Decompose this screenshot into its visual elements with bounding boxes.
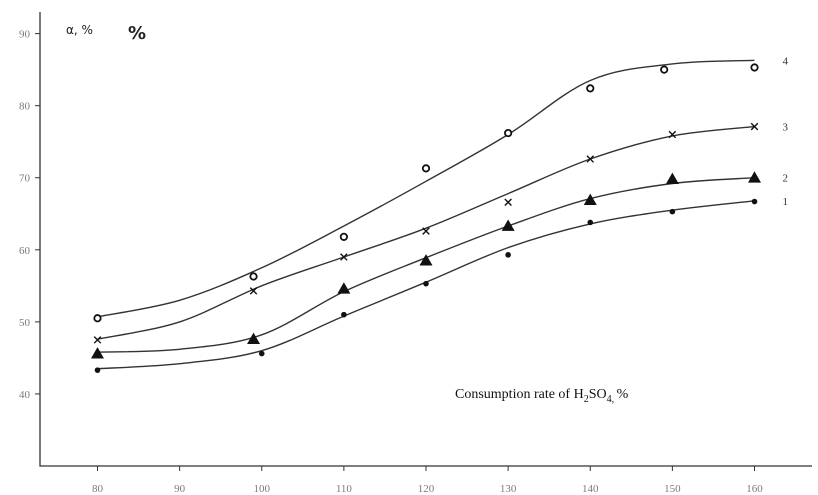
data-point-circle — [660, 65, 669, 74]
data-point-cross — [422, 227, 430, 235]
chart-markers — [90, 63, 762, 373]
x-tick-label: 90 — [174, 483, 186, 495]
series-label-3: 3 — [783, 122, 789, 134]
axis-lines — [39, 12, 812, 467]
data-point-circle — [750, 63, 759, 72]
y-tick-label: 90 — [19, 29, 31, 41]
data-point-triangle — [247, 332, 261, 345]
data-point-triangle — [665, 172, 679, 185]
data-point-triangle — [501, 219, 515, 231]
data-point-triangle — [583, 193, 597, 205]
series-label-2: 2 — [783, 173, 789, 185]
chart-axes — [39, 12, 812, 467]
y-tick-label: 60 — [19, 245, 31, 257]
series-label-1: 1 — [783, 196, 789, 208]
series-line-4 — [97, 59, 755, 318]
y-axis-label-unit: % — [128, 23, 146, 44]
data-point-cross — [504, 198, 512, 207]
x-tick-label: 150 — [664, 483, 681, 495]
data-point-dot — [423, 280, 429, 287]
data-point-dot — [505, 252, 511, 258]
y-tick-label: 70 — [19, 173, 31, 185]
data-point-dot — [587, 219, 594, 226]
x-tick-label: 100 — [253, 483, 270, 495]
data-point-triangle — [337, 282, 351, 294]
x-tick-label: 80 — [92, 483, 104, 495]
data-point-cross — [750, 122, 759, 131]
chart-labels: 1 2 3 4 — [783, 55, 789, 208]
series-line-3 — [97, 125, 755, 340]
data-point-cross — [249, 287, 258, 295]
data-point-triangle — [90, 347, 104, 359]
data-point-circle — [504, 128, 513, 138]
data-point-cross — [93, 336, 102, 344]
x-tick-label: 140 — [582, 483, 599, 495]
data-point-cross — [586, 155, 595, 163]
data-point-triangle — [419, 254, 433, 266]
chart-curves — [97, 59, 755, 370]
data-point-cross — [340, 253, 348, 261]
data-point-dot — [341, 311, 347, 318]
data-point-dot — [751, 198, 758, 205]
data-point-dot — [94, 367, 101, 373]
y-tick-label: 50 — [19, 317, 31, 329]
data-point-dot — [258, 350, 265, 357]
data-point-circle — [421, 164, 431, 173]
y-axis-label-greek: α, % — [66, 23, 93, 37]
series-label-4: 4 — [783, 55, 789, 67]
data-point-circle — [249, 272, 258, 281]
y-tick-label: 40 — [19, 389, 31, 401]
data-point-dot — [669, 208, 676, 215]
x-tick-label: 160 — [746, 483, 763, 495]
chart-ticks: 80 90 100 110 120 130 140 150 160 40 50 60 70 80 90 — [19, 29, 763, 495]
x-axis-annotation: Consumption rate of H2SO4, % — [455, 387, 629, 405]
data-point-cross — [668, 130, 677, 139]
data-point-circle — [586, 84, 595, 93]
x-tick-label: 130 — [500, 483, 517, 495]
data-point-circle — [93, 314, 102, 323]
y-tick-label: 80 — [19, 101, 31, 113]
x-tick-label: 110 — [336, 483, 353, 495]
data-point-triangle — [748, 171, 762, 183]
x-tick-label: 120 — [418, 483, 435, 495]
data-point-circle — [339, 232, 348, 241]
